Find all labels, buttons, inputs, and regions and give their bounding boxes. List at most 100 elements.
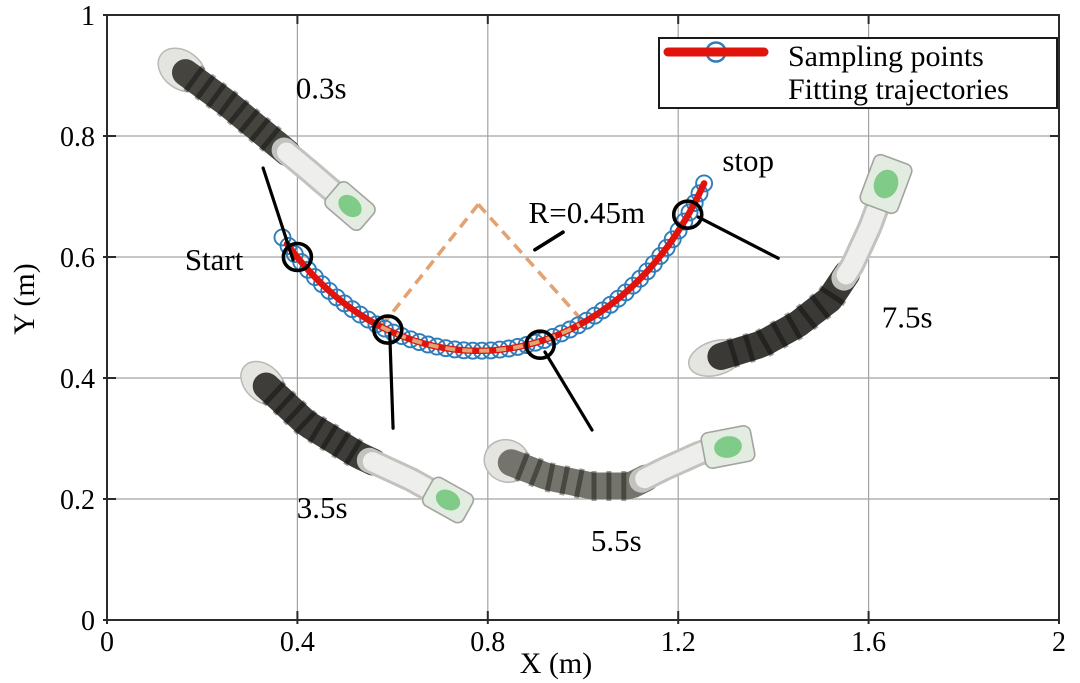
robot-bellows-rib xyxy=(205,81,228,109)
robot-module xyxy=(635,442,712,489)
robot-bellows-rib xyxy=(258,125,282,152)
annotation-r-0.45m: R=0.45m xyxy=(529,195,646,230)
annotation-3.5s: 3.5s xyxy=(297,490,348,525)
robot-bellows-rib xyxy=(726,337,741,368)
robot-bellows-rib xyxy=(544,462,556,493)
x-axis-title: X (m) xyxy=(519,647,593,680)
robot-bellows-rib xyxy=(769,320,789,349)
robot-bellows-rib xyxy=(559,465,571,496)
robot-bellows-rib xyxy=(216,90,239,118)
x-tick-label: 0 xyxy=(100,627,114,658)
robot-module xyxy=(836,202,886,285)
legend-item-fitting-trajectories: Fitting trajectories xyxy=(660,47,1056,106)
annotation-7.5s: 7.5s xyxy=(882,299,933,334)
robot-bellows-rib xyxy=(194,73,217,101)
robot-bellows-rib xyxy=(573,468,585,499)
y-tick-label: 0.4 xyxy=(60,364,95,395)
robot-bellows-rib xyxy=(272,390,297,416)
annotation-0.3s: 0.3s xyxy=(296,71,347,106)
fitting-trajectory-line xyxy=(283,180,708,355)
sampling-point xyxy=(690,184,709,203)
legend-label-fitting-trajectories: Fitting trajectories xyxy=(788,72,1009,106)
robot-bellows-rib xyxy=(307,415,328,445)
callout-lines xyxy=(261,166,780,432)
radius-line xyxy=(476,203,586,324)
robot-body xyxy=(172,59,301,167)
sampling-point xyxy=(560,320,579,339)
robot-bellows-rib xyxy=(808,293,832,321)
radius-line xyxy=(379,203,480,328)
robot-bellows-rib xyxy=(183,65,206,93)
robot-bellows-rib xyxy=(248,116,272,144)
robot-bellows-rib xyxy=(742,332,756,364)
robot-photo-5.5s xyxy=(483,424,756,501)
robot-bellows-rib xyxy=(784,312,804,341)
marked-point-start xyxy=(281,241,314,273)
sampling-point xyxy=(680,203,699,222)
robot-photos xyxy=(157,47,913,524)
robot-bellows-rib xyxy=(528,457,544,488)
legend-label-sampling-points: Sampling points xyxy=(788,39,984,73)
marked-point-t-5.5s xyxy=(524,329,556,361)
x-tick-label: 0.4 xyxy=(280,627,315,658)
robot-photo-7.5s xyxy=(688,153,913,377)
callout-line xyxy=(543,350,594,432)
robot-bellows-rib xyxy=(514,452,530,482)
marked-points xyxy=(281,199,704,361)
legend-item-sampling-points: Sampling points xyxy=(660,40,1056,73)
robot-green-led xyxy=(338,194,362,218)
callout-line xyxy=(696,215,780,260)
y-tick-label: 1 xyxy=(81,1,95,32)
x-tick-label: 1.6 xyxy=(851,627,886,658)
annotations: 0.3s Start stop R=0.45m 3.5s 5.5s 7.5s xyxy=(185,71,933,558)
robot-module xyxy=(277,142,341,200)
robot-body xyxy=(707,260,861,370)
robot-bellows-rib xyxy=(331,430,352,459)
radius-arc-highlight xyxy=(380,322,581,353)
robot-module xyxy=(362,452,436,498)
robot-photo-0.3s xyxy=(157,47,376,232)
robot-bellows-rib xyxy=(237,108,261,135)
axes: 0 0.4 0.8 1.2 1.6 2 0 0.2 0.4 0.6 0.8 1 xyxy=(60,1,1066,658)
robot-bellows-rib xyxy=(343,437,364,467)
callout-line xyxy=(261,166,295,262)
sampling-point xyxy=(367,315,386,334)
y-tick-label: 0.6 xyxy=(60,243,95,274)
annotation-start: Start xyxy=(185,242,244,277)
robot-bellows-rib xyxy=(226,99,250,126)
radius-pointer-line xyxy=(533,230,565,252)
callout-line xyxy=(388,331,395,430)
annotation-stop: stop xyxy=(722,143,774,178)
annotation-5.5s: 5.5s xyxy=(591,523,642,558)
y-tick-label: 0.2 xyxy=(60,485,95,516)
marked-point-t-3.5s xyxy=(372,314,404,345)
robot-bellows-rib xyxy=(262,380,287,407)
x-tick-label: 1.2 xyxy=(661,627,696,658)
x-tick-label: 0.8 xyxy=(470,627,505,658)
robot-bellows-rib xyxy=(818,285,847,307)
sampling-point xyxy=(685,194,704,212)
robot-body xyxy=(497,449,660,500)
robot-body xyxy=(252,372,387,476)
legend: Sampling points Fitting trajectories xyxy=(658,37,1058,109)
sampling-point xyxy=(695,174,714,193)
robot-photo-3.5s xyxy=(240,360,475,524)
robot-bellows-rib xyxy=(282,400,308,426)
y-axis-title: Y (m) xyxy=(8,263,41,335)
y-tick-label: 0 xyxy=(81,606,95,637)
robot-green-led xyxy=(873,169,899,199)
robot-green-led xyxy=(714,436,742,458)
sampling-point xyxy=(375,319,394,338)
robot-bellows-rib xyxy=(319,423,340,452)
plot-border xyxy=(106,14,1060,621)
x-tick-label: 2 xyxy=(1052,627,1066,658)
marked-point-stop xyxy=(671,199,704,230)
robot-bellows-rib xyxy=(795,303,819,331)
robot-green-led xyxy=(435,489,461,511)
sampling-points xyxy=(273,174,714,360)
radius-dashed-lines xyxy=(379,203,586,328)
robot-bellows-rib xyxy=(293,409,318,436)
robot-bellows-rib xyxy=(755,328,775,357)
